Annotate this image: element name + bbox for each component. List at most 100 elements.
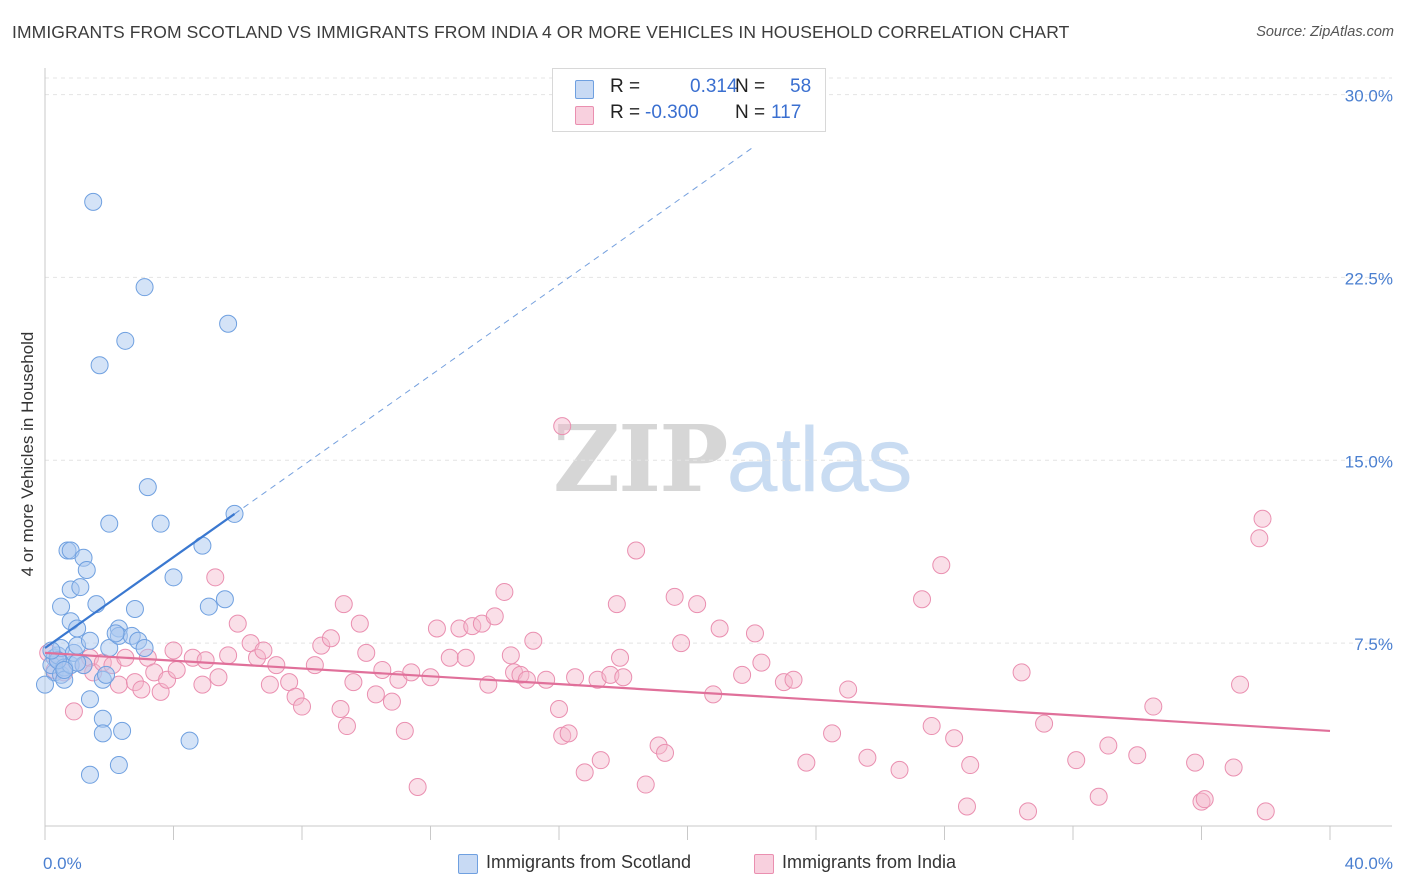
legend-item-india: Immigrants from India	[754, 851, 994, 879]
scotland-trend-line	[44, 513, 236, 649]
scotland-point	[135, 278, 154, 297]
india-point	[132, 680, 151, 699]
india-point	[1253, 509, 1272, 528]
india-point	[1224, 758, 1243, 777]
india-point	[331, 699, 350, 718]
scotland-point	[80, 631, 99, 650]
india-point	[1019, 802, 1038, 821]
scotland-point	[36, 675, 54, 694]
india-point	[672, 634, 691, 653]
scotland-point	[180, 731, 199, 750]
india-point	[611, 648, 630, 667]
india-point	[267, 656, 286, 675]
india-point	[710, 619, 729, 638]
scotland-point	[52, 597, 71, 616]
india-point	[1192, 792, 1211, 811]
legend-r-value: -0.300	[645, 102, 699, 123]
legend-swatch-scotland	[575, 80, 594, 99]
india-point	[517, 670, 536, 689]
india-points	[39, 417, 1275, 821]
scotland-point	[219, 314, 238, 333]
y-axis-title: 4 or more Vehicles in Household	[18, 332, 37, 577]
india-point	[286, 687, 305, 706]
india-point	[957, 797, 976, 816]
india-point	[550, 699, 568, 718]
india-point	[125, 673, 144, 692]
scotland-point	[164, 568, 183, 587]
scotland-point	[215, 590, 234, 609]
scotland-point	[80, 765, 99, 784]
india-point	[961, 756, 980, 775]
india-point	[427, 619, 446, 638]
india-point	[1067, 751, 1086, 770]
india-point	[913, 590, 932, 609]
watermark-zip: ZIP	[553, 405, 728, 513]
india-point	[537, 670, 556, 689]
india-point	[260, 675, 279, 694]
india-point	[922, 717, 941, 736]
scotland-point	[71, 578, 90, 597]
india-point	[254, 641, 273, 660]
india-point	[219, 646, 238, 665]
india-point	[228, 614, 247, 633]
india-point	[575, 763, 594, 782]
legend-n-label: N =	[735, 76, 766, 97]
scotland-point	[199, 597, 218, 616]
india-point	[559, 724, 578, 743]
axes	[44, 68, 1392, 840]
india-point	[1089, 787, 1108, 806]
india-point	[1144, 697, 1163, 716]
india-point	[1035, 714, 1054, 733]
india-point	[402, 663, 421, 682]
legend-r-label: R =	[610, 102, 641, 123]
india-point	[797, 753, 816, 772]
scotland-point	[84, 192, 103, 211]
india-point	[890, 760, 909, 779]
india-point	[350, 614, 369, 633]
gridlines	[45, 77, 1392, 644]
india-point	[1099, 736, 1118, 755]
india-trend-line	[44, 651, 1331, 733]
india-point	[196, 651, 215, 670]
india-point	[627, 541, 646, 560]
watermark: ZIPatlas	[553, 405, 913, 513]
india-point	[566, 668, 585, 687]
india-point	[636, 775, 655, 794]
legend-swatch-india	[575, 106, 594, 125]
india-point	[334, 595, 353, 614]
india-point	[373, 660, 392, 679]
scotland-point	[116, 331, 135, 350]
india-point	[305, 656, 324, 675]
india-point	[607, 595, 626, 614]
india-point	[344, 673, 363, 692]
india-point	[614, 668, 633, 687]
legend-swatch-scotland	[458, 854, 478, 874]
correlation-legend: R = 0.314 N = 58 R = -0.300 N = 117	[552, 68, 826, 132]
india-point	[1186, 753, 1205, 772]
india-point	[456, 648, 475, 667]
legend-r-value: 0.314	[690, 76, 738, 97]
india-point	[656, 743, 675, 762]
india-point	[337, 717, 356, 736]
scotland-point	[135, 639, 154, 658]
legend-label-india: Immigrants from India	[782, 852, 957, 872]
scotland-point	[77, 561, 96, 579]
scotland-point	[87, 595, 106, 614]
scotland-point	[106, 624, 125, 643]
chart-title: IMMIGRANTS FROM SCOTLAND VS IMMIGRANTS F…	[12, 22, 1070, 42]
india-point	[524, 631, 543, 650]
india-point	[823, 724, 842, 743]
india-point	[64, 702, 83, 721]
legend-swatch-india	[754, 854, 774, 874]
india-point	[945, 729, 964, 748]
trend-lines	[44, 147, 1331, 733]
india-point	[158, 670, 177, 689]
india-point	[784, 670, 803, 689]
india-point	[1128, 746, 1147, 765]
india-point	[553, 417, 572, 436]
scotland-point	[93, 724, 112, 743]
scotland-point	[100, 514, 119, 533]
scotland-point	[138, 478, 157, 497]
source-credit: Source: ZipAtlas.com	[1256, 24, 1394, 40]
scotland-point	[97, 665, 116, 684]
